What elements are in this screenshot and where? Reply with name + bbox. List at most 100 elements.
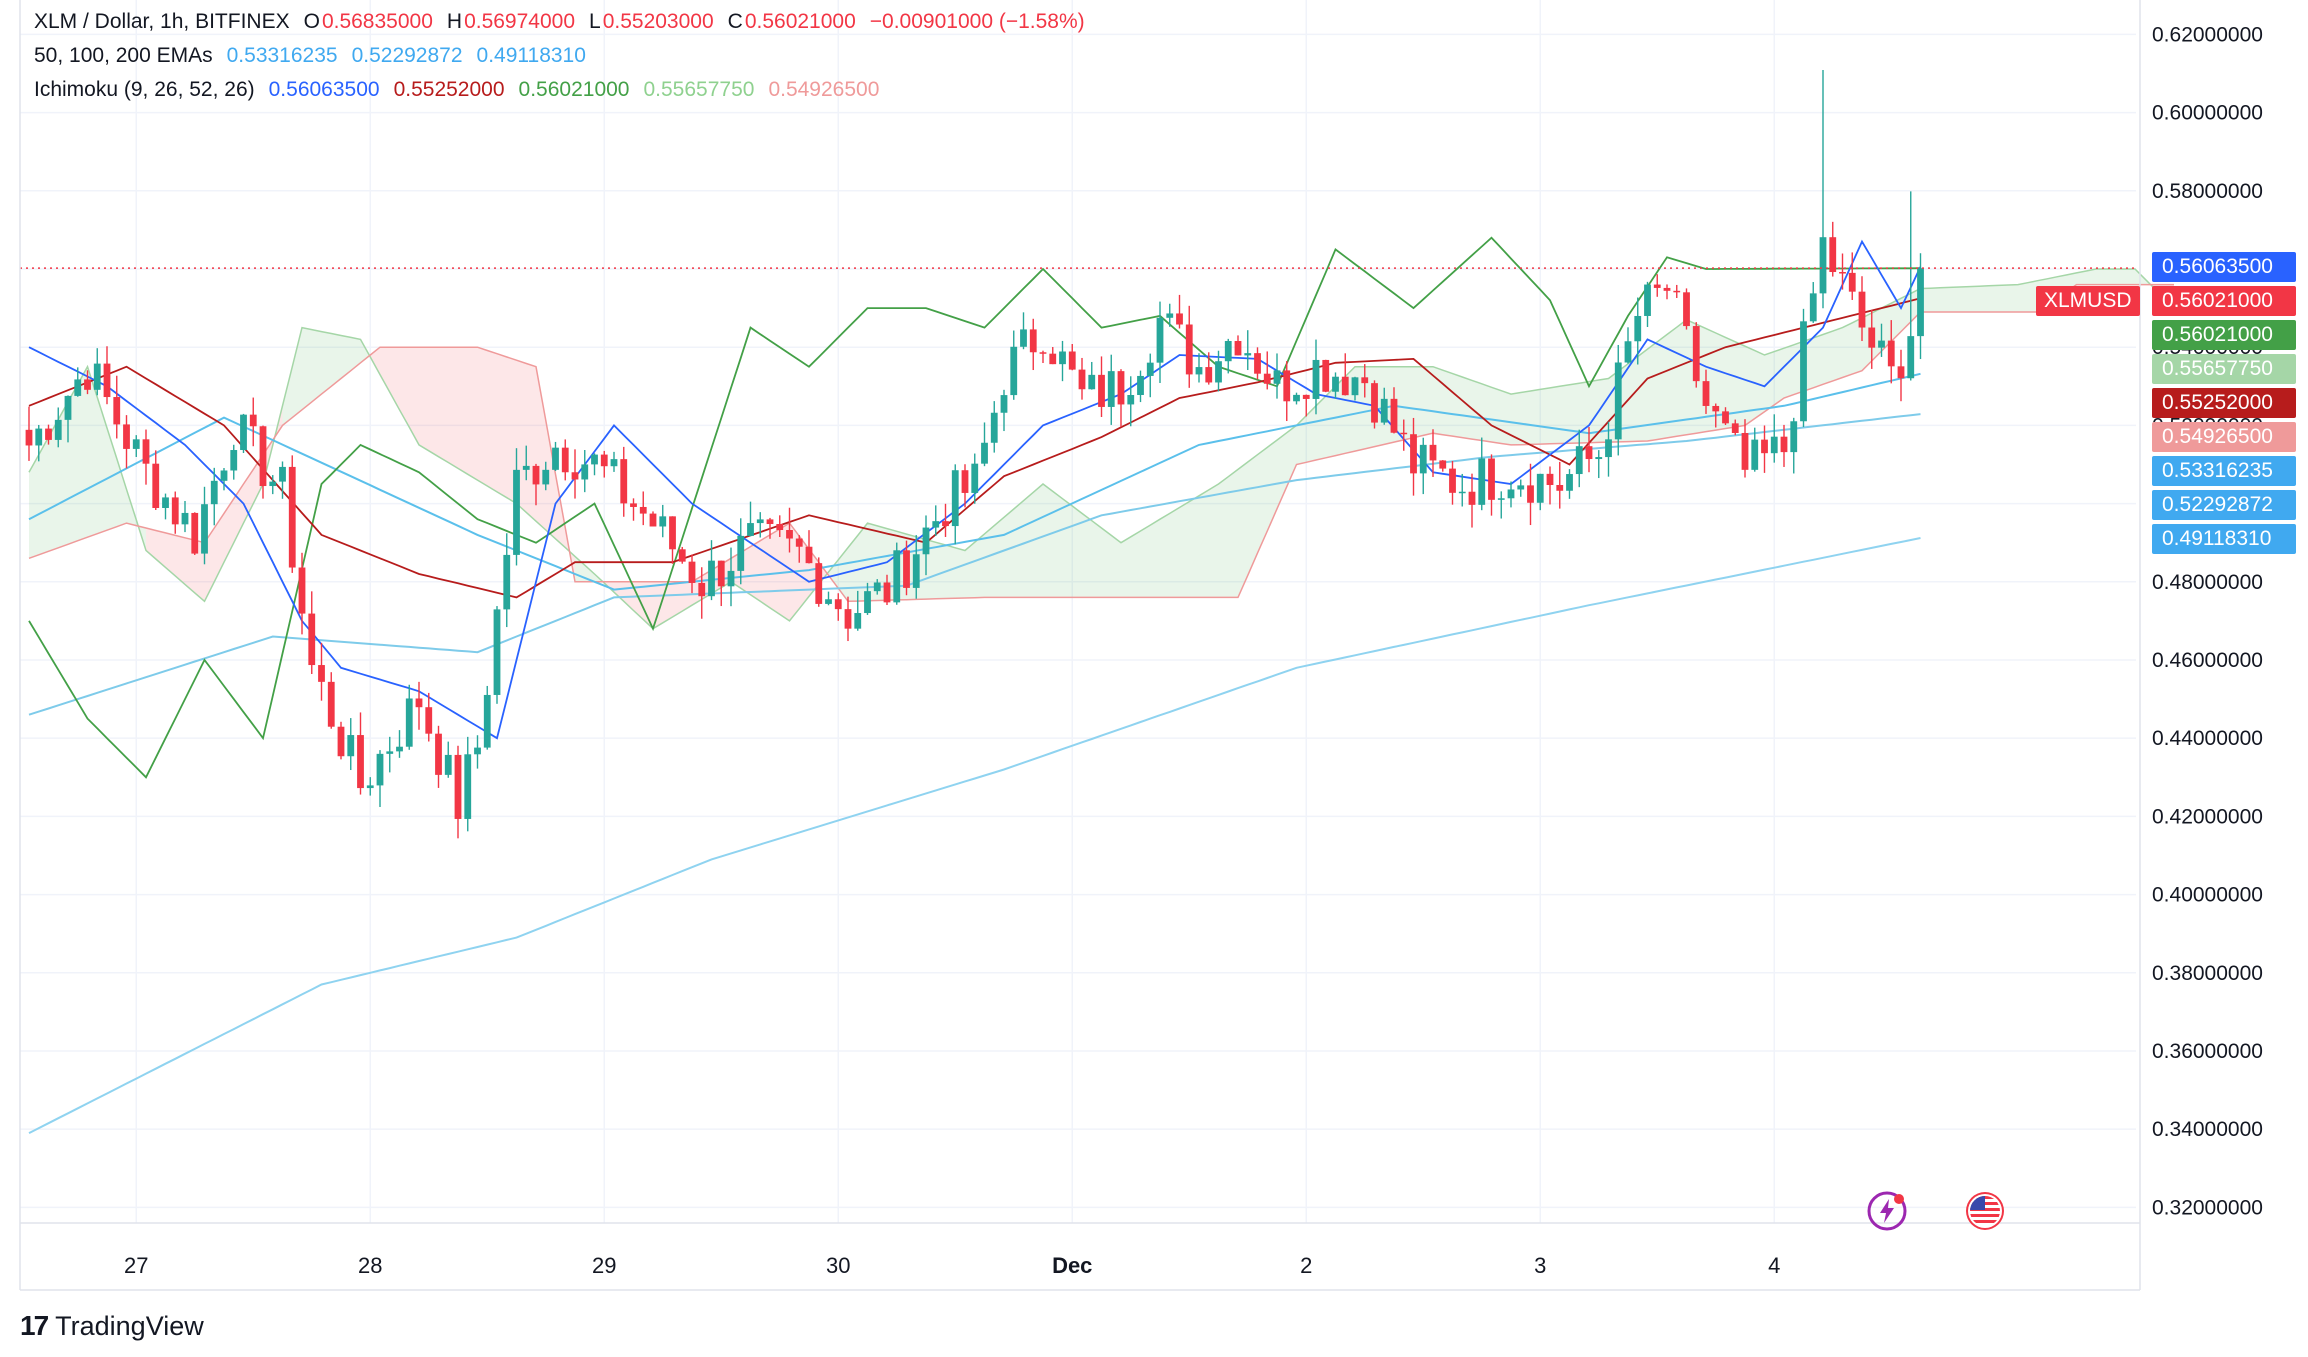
price-tick-label: 0.60000000 [2152,102,2263,125]
candle-body [132,439,140,449]
symbol-price-tag: XLMUSD [2036,285,2140,316]
ichimoku-cloud-segment [1511,392,1521,445]
candle-body [756,519,764,524]
ichimoku-cloud-segment [1325,386,1336,458]
price-badge: 0.56021000 [2152,319,2296,350]
candle-body [1566,474,1573,491]
ichimoku-cloud-segment [1423,366,1433,436]
ichimoku-cloud-segment [2018,282,2028,313]
ichimoku-cloud-segment [2115,268,2126,285]
candle-body [396,746,403,752]
candle-body [1673,290,1681,293]
ichimoku-cloud-segment [2125,268,2135,285]
candle-body [1215,361,1222,383]
candle-body [64,395,72,420]
ichimoku-cloud-segment [1832,327,1843,381]
ichimoku-cloud-segment [1286,425,1297,487]
ichimoku-cloud-segment [1940,287,1950,313]
candle-body [1488,458,1495,500]
candle-body [1361,377,1369,384]
candle-body [123,424,130,449]
candle-body [1663,287,1671,291]
candle-body [1039,352,1047,354]
candle-body [1166,313,1174,318]
candle-body [1614,362,1622,440]
candle-body [493,609,501,695]
candle-body [1254,353,1261,374]
ichimoku-cloud-segment [965,542,975,598]
ema-legend[interactable]: 50, 100, 200 EMAs 0.53316235 0.52292872 … [34,44,600,68]
flash-icon[interactable] [1866,1190,1908,1232]
ichimoku-cloud-segment [1501,390,1511,445]
candle-body [1761,439,1768,454]
candle-body [1283,370,1291,402]
ichimoku-cloud-segment [1199,489,1209,598]
ichimoku-cloud-segment [1979,285,1989,313]
ichimoku-cloud-segment [1462,377,1472,440]
ichimoku-cloud-segment [1676,319,1687,437]
ichimoku-cloud-segment [487,350,497,492]
candle-body [230,450,238,471]
ichimoku-cloud-segment [1121,536,1131,598]
leading-span-a-line [28,268,2175,630]
ichimoku-cloud-segment [1969,286,1979,313]
ichimoku-cloud-segment [1111,535,1121,598]
candle-body [552,447,559,470]
high-value: 0.56974000 [464,10,576,33]
candle-body [844,609,852,629]
candle-body [1410,434,1417,474]
ichimoku-cloud-segment [175,535,185,585]
leading-span-b-line [28,283,2174,603]
us-flag-icon[interactable] [1964,1190,2006,1232]
candle-body [1322,359,1330,392]
candle-body [1224,340,1232,362]
candle-body [376,753,384,786]
candle-body [1078,369,1086,390]
ichimoku-cloud-segment [1218,476,1229,598]
candle-body [1273,370,1281,384]
ichimoku-cloud-segment [857,523,868,602]
candle-body [1819,237,1827,294]
candle-body [1829,237,1837,273]
candle-body [45,428,52,440]
price-tick-label: 0.32000000 [2152,1196,2263,1219]
candle-body [1468,491,1476,505]
ichimoku-cloud-segment [1228,469,1238,598]
ichimoku-cloud-segment [1442,370,1453,437]
candle-body [1000,395,1008,413]
candle-body [1127,394,1135,405]
time-tick-label: 27 [124,1253,148,1278]
candle-body [1683,292,1690,327]
candle-body [405,698,413,747]
tradingview-brand[interactable]: 17 TradingView [20,1310,204,1342]
ichimoku-cloud-segment [302,327,312,410]
ichimoku-cloud-segment [1667,327,1677,438]
candle-body [1400,432,1408,435]
candle-body [942,521,949,527]
time-tick-label: 2 [1300,1253,1312,1278]
ichimoku-cloud-segment [1715,333,1726,431]
ichimoku-cloud-segment [994,517,1004,598]
ichimoku-cloud-segment [1238,462,1248,598]
candle-body [1517,485,1525,490]
price-badge: 0.55657750 [2152,353,2296,384]
ichimoku-cloud-segment [1481,383,1492,443]
ichimoku-cloud-segment [48,419,59,552]
ichimoku-legend[interactable]: Ichimoku (9, 26, 52, 26) 0.56063500 0.55… [34,78,893,102]
candle-body [1049,353,1057,365]
candle-body [1741,432,1749,470]
ichimoku-cloud-segment [497,353,507,498]
ichimoku-cloud-segment [214,513,224,582]
ema100-value: 0.52292872 [351,44,463,67]
ichimoku-cloud-segment [165,532,176,576]
candle-body [1107,371,1115,407]
ichimoku-cloud-segment [984,525,995,598]
ichimoku-cloud-segment [87,366,98,538]
close-value: 0.56021000 [744,10,856,33]
ichimoku-cloud-segment [770,529,780,615]
candle-body [318,665,325,682]
ichimoku-cloud-segment [1949,286,1960,313]
candle-body [162,497,169,508]
candle-body [191,512,199,554]
